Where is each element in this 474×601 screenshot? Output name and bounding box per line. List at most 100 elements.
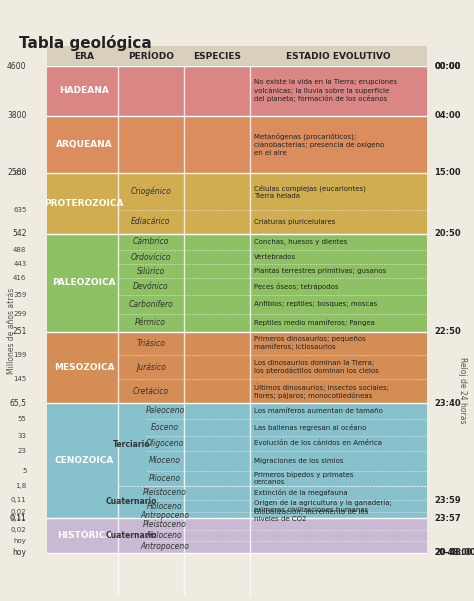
Text: 00:00: 00:00 <box>434 62 461 70</box>
Text: ESTADIO EVOLUTIVO: ESTADIO EVOLUTIVO <box>286 52 391 61</box>
Text: Mioceno: Mioceno <box>149 456 181 465</box>
Text: Primeros dinosaurios; pequeños
mamíferos; ictiosaurios: Primeros dinosaurios; pequeños mamíferos… <box>254 337 366 350</box>
Text: Primeros bípedos y primates
cercanos: Primeros bípedos y primates cercanos <box>254 471 354 485</box>
Text: ERA: ERA <box>74 52 94 61</box>
Text: Cretácico: Cretácico <box>133 386 169 395</box>
Text: 3800: 3800 <box>7 111 27 120</box>
Text: PALEOZOICA: PALEOZOICA <box>53 278 116 287</box>
Text: Las ballenas regresan al océano: Las ballenas regresan al océano <box>254 424 366 431</box>
Text: 15:00: 15:00 <box>434 168 461 177</box>
Text: HISTÓRICA: HISTÓRICA <box>57 531 112 540</box>
Text: Últimos dinosaurios; insectos sociales;
flores; pájaros; monocotiledóneas: Últimos dinosaurios; insectos sociales; … <box>254 383 389 399</box>
Bar <box>47 234 427 332</box>
Bar <box>47 173 427 234</box>
Text: Oligoceno: Oligoceno <box>146 439 184 448</box>
Text: Carbonífero: Carbonífero <box>128 300 173 309</box>
Text: Vertebrados: Vertebrados <box>254 254 296 260</box>
Text: Conchas, huesos y dientes: Conchas, huesos y dientes <box>254 239 347 245</box>
Text: Antropoceno: Antropoceno <box>140 511 190 520</box>
Text: 20-48:00: 20-48:00 <box>434 548 472 557</box>
Text: Evolución de los cánidos en América: Evolución de los cánidos en América <box>254 440 382 446</box>
Text: 65,5: 65,5 <box>9 398 27 407</box>
Text: Globalización; incremento de los
niveles de CO2: Globalización; incremento de los niveles… <box>254 508 368 522</box>
Text: Cuaternario: Cuaternario <box>106 531 157 540</box>
Text: ESPECIES: ESPECIES <box>193 52 241 61</box>
Text: hoy: hoy <box>12 548 27 557</box>
Text: 488: 488 <box>13 246 27 252</box>
Text: Los mamíferos aumentan de tamaño: Los mamíferos aumentan de tamaño <box>254 408 383 414</box>
Text: 199: 199 <box>13 352 27 358</box>
Text: ARQUEANA: ARQUEANA <box>56 140 113 149</box>
Text: 23: 23 <box>18 448 27 454</box>
Text: 33: 33 <box>18 433 27 439</box>
Text: MESOZOICA: MESOZOICA <box>54 363 115 372</box>
Bar <box>47 332 427 403</box>
Bar <box>47 116 427 173</box>
Text: 2500: 2500 <box>7 168 27 177</box>
Bar <box>47 518 427 553</box>
Text: 04:00: 04:00 <box>434 111 461 120</box>
Text: Ordovícico: Ordovícico <box>130 252 171 261</box>
Text: Los dinosaurios dominan la Tierra;
los pterodáctilos dominan los cielos: Los dinosaurios dominan la Tierra; los p… <box>254 360 379 374</box>
Text: Holoceno: Holoceno <box>147 531 183 540</box>
Text: Pleistoceno: Pleistoceno <box>143 519 187 528</box>
Text: HADEANA: HADEANA <box>59 87 109 96</box>
Text: Reptiles medio mamíferos; Pangea: Reptiles medio mamíferos; Pangea <box>254 319 375 326</box>
Text: Holoceno: Holoceno <box>147 502 183 511</box>
Text: 23:57: 23:57 <box>434 514 461 523</box>
Text: 00:00: 00:00 <box>434 62 461 70</box>
Text: 416: 416 <box>13 275 27 281</box>
Text: 251: 251 <box>12 327 27 336</box>
Text: 23:40: 23:40 <box>434 398 461 407</box>
Text: 542: 542 <box>12 229 27 238</box>
Text: 55: 55 <box>18 416 27 422</box>
Text: PROTEROZOICA: PROTEROZOICA <box>45 199 124 208</box>
Text: Cuaternario: Cuaternario <box>106 498 157 507</box>
Text: Plantas terrestres primitivas; gusanos: Plantas terrestres primitivas; gusanos <box>254 268 386 274</box>
Text: Cámbrico: Cámbrico <box>133 237 169 246</box>
Text: Plioceno: Plioceno <box>149 474 181 483</box>
Text: 359: 359 <box>13 292 27 298</box>
Text: Eoceno: Eoceno <box>151 423 179 432</box>
Text: 22:50: 22:50 <box>434 327 461 336</box>
Text: No existe la vida en la Tierra; erupciones
volcánicas; la lluvia sobre la superf: No existe la vida en la Tierra; erupcion… <box>254 79 397 102</box>
Text: Peces óseos; tetrápodos: Peces óseos; tetrápodos <box>254 283 338 290</box>
Text: Jurásico: Jurásico <box>136 362 166 371</box>
Text: Silúrico: Silúrico <box>137 267 165 275</box>
Bar <box>47 66 427 116</box>
Text: Criaturas pluricelulares: Criaturas pluricelulares <box>254 219 336 225</box>
Text: Extinción de la megafauna: Extinción de la megafauna <box>254 489 348 496</box>
Text: Pérmico: Pérmico <box>135 318 166 327</box>
Text: Millones de años atrás: Millones de años atrás <box>8 287 16 374</box>
Text: 0,11: 0,11 <box>11 497 27 503</box>
Text: Antropoceno: Antropoceno <box>140 543 190 552</box>
Text: Origen de la agricultura y la ganadería;
primeras civilizaciones humanas: Origen de la agricultura y la ganadería;… <box>254 499 392 513</box>
Bar <box>47 46 427 66</box>
Text: Células complejas (eucariontes)
Tierra helada: Células complejas (eucariontes) Tierra h… <box>254 184 366 199</box>
Text: Reloj de 24 horas: Reloj de 24 horas <box>458 358 466 424</box>
Text: hoy: hoy <box>14 538 27 545</box>
Text: 20-48:00: 20-48:00 <box>434 548 474 557</box>
Text: 5: 5 <box>22 468 27 474</box>
Text: PERÍODO: PERÍODO <box>128 52 174 61</box>
Text: 299: 299 <box>13 311 27 317</box>
Text: 0,02: 0,02 <box>11 526 27 532</box>
Bar <box>47 403 427 518</box>
Text: Migraciones de los simios: Migraciones de los simios <box>254 457 344 463</box>
Text: 1,8: 1,8 <box>15 483 27 489</box>
Text: 850: 850 <box>13 170 27 176</box>
Text: Ediacárico: Ediacárico <box>131 218 171 227</box>
Text: 145: 145 <box>13 376 27 382</box>
Text: Tabla geológica: Tabla geológica <box>19 35 152 51</box>
Text: CENOZOICA: CENOZOICA <box>55 456 114 465</box>
Text: Pleistoceno: Pleistoceno <box>143 489 187 498</box>
Text: 23:59: 23:59 <box>434 496 461 505</box>
Text: Terciario: Terciario <box>113 440 151 449</box>
Text: Triásico: Triásico <box>137 339 165 348</box>
Text: Paleoceno: Paleoceno <box>146 406 184 415</box>
Text: 20:50: 20:50 <box>434 229 461 238</box>
Text: Criogénico: Criogénico <box>130 187 171 196</box>
Text: Devónico: Devónico <box>133 282 169 291</box>
Text: 635: 635 <box>13 207 27 213</box>
Text: 0,11: 0,11 <box>10 514 27 523</box>
